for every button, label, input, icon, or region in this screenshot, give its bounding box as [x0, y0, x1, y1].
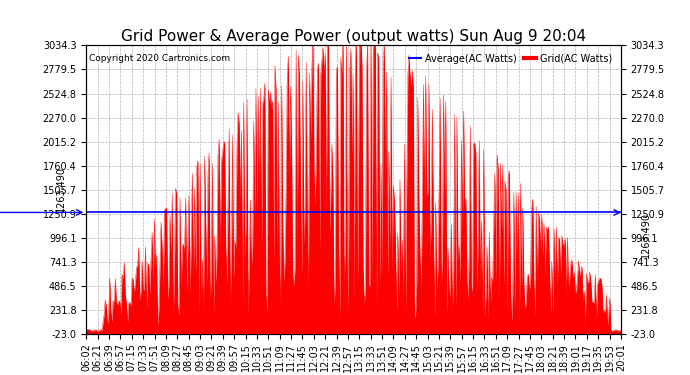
Title: Grid Power & Average Power (output watts) Sun Aug 9 20:04: Grid Power & Average Power (output watts…	[121, 29, 586, 44]
Legend: Average(AC Watts), Grid(AC Watts): Average(AC Watts), Grid(AC Watts)	[406, 50, 616, 68]
Text: Copyright 2020 Cartronics.com: Copyright 2020 Cartronics.com	[89, 54, 230, 63]
Text: 1263.490: 1263.490	[57, 166, 66, 213]
Text: 1263.490: 1263.490	[641, 213, 651, 258]
